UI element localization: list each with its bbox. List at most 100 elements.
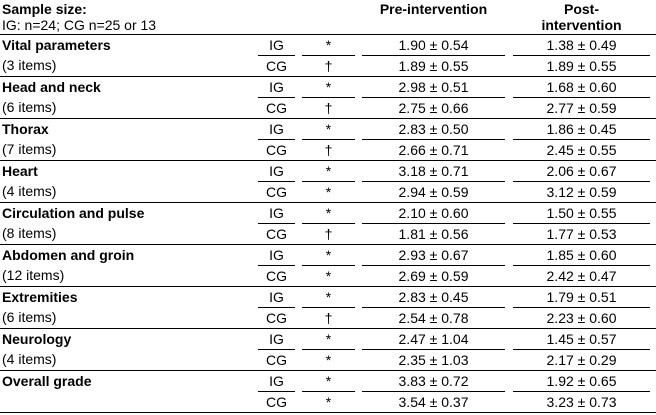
group-label: IG — [269, 163, 284, 179]
significance: * — [325, 79, 332, 95]
significance: † — [324, 226, 333, 242]
group-label: CG — [266, 226, 287, 242]
group-name: Overall grade — [2, 373, 92, 389]
rule — [302, 55, 355, 56]
header-label: Sample size: — [2, 1, 87, 17]
significance: † — [324, 142, 333, 158]
rule — [0, 244, 656, 245]
post-value: 3.12 ± 0.59 — [546, 184, 617, 200]
post-value: 1.89 ± 0.55 — [546, 58, 617, 74]
rule — [302, 97, 355, 98]
header-note: IG: n=24; CG n=25 or 13 — [2, 17, 157, 33]
significance: † — [324, 58, 333, 74]
group-items: (4 items) — [2, 183, 57, 199]
group-label: CG — [266, 58, 287, 74]
rule — [302, 391, 355, 392]
significance: * — [325, 394, 332, 410]
pre-value: 2.98 ± 0.51 — [398, 79, 469, 95]
rule — [258, 391, 295, 392]
group-label: IG — [269, 289, 284, 305]
post-value: 1.38 ± 0.49 — [546, 37, 617, 53]
post-value: 1.68 ± 0.60 — [546, 79, 617, 95]
significance: * — [325, 121, 332, 137]
group-items: (3 items) — [2, 57, 57, 73]
rule — [0, 286, 656, 287]
post-value: 1.86 ± 0.45 — [546, 121, 617, 137]
significance: * — [325, 205, 332, 221]
pre-value: 2.47 ± 1.04 — [398, 331, 469, 347]
rule — [362, 349, 505, 350]
group-name: Extremities — [2, 289, 78, 305]
post-value: 2.77 ± 0.59 — [546, 100, 617, 116]
pre-value: 2.93 ± 0.67 — [398, 247, 469, 263]
post-value: 1.77 ± 0.53 — [546, 226, 617, 242]
rule — [302, 139, 355, 140]
pre-value: 2.54 ± 0.78 — [398, 310, 469, 326]
pre-value: 2.35 ± 1.03 — [398, 352, 469, 368]
rule — [0, 34, 656, 35]
pre-value: 1.81 ± 0.56 — [398, 226, 469, 242]
pre-value: 1.89 ± 0.55 — [398, 58, 469, 74]
significance: † — [324, 100, 333, 116]
rule — [0, 160, 656, 161]
group-name: Neurology — [2, 331, 72, 347]
significance: † — [324, 310, 333, 326]
group-label: IG — [269, 205, 284, 221]
rule — [513, 55, 650, 56]
rule — [0, 202, 656, 203]
significance: * — [325, 289, 332, 305]
rule — [362, 55, 505, 56]
rule — [362, 391, 505, 392]
post-value: 1.85 ± 0.60 — [546, 247, 617, 263]
rule — [258, 139, 295, 140]
rule — [513, 307, 650, 308]
group-items: (6 items) — [2, 309, 57, 325]
rule — [513, 181, 650, 182]
significance: * — [325, 331, 332, 347]
rule — [302, 307, 355, 308]
group-label: IG — [269, 247, 284, 263]
rule — [513, 97, 650, 98]
significance: * — [325, 163, 332, 179]
group-name: Abdomen and groin — [2, 247, 135, 263]
group-label: CG — [266, 142, 287, 158]
significance: * — [325, 184, 332, 200]
group-label: IG — [269, 79, 284, 95]
rule — [0, 370, 656, 371]
significance: * — [325, 37, 332, 53]
pre-value: 2.10 ± 0.60 — [398, 205, 469, 221]
rule — [513, 265, 650, 266]
post-value: 3.23 ± 0.73 — [546, 394, 617, 410]
post-value: 2.45 ± 0.55 — [546, 142, 617, 158]
group-name: Circulation and pulse — [2, 205, 145, 221]
header-pre: Pre-intervention — [379, 1, 488, 17]
group-label: CG — [266, 184, 287, 200]
rule — [0, 412, 656, 413]
rule — [0, 76, 656, 77]
post-value: 1.79 ± 0.51 — [546, 289, 617, 305]
rule — [258, 265, 295, 266]
rule — [302, 223, 355, 224]
pre-value: 1.90 ± 0.54 — [398, 37, 469, 53]
group-name: Vital parameters — [2, 37, 111, 53]
group-label: IG — [269, 121, 284, 137]
rule — [258, 307, 295, 308]
group-items: (6 items) — [2, 99, 57, 115]
rule — [362, 307, 505, 308]
rule — [258, 55, 295, 56]
pre-value: 3.18 ± 0.71 — [398, 163, 469, 179]
pre-value: 3.83 ± 0.72 — [398, 373, 469, 389]
group-label: IG — [269, 37, 284, 53]
rule — [302, 181, 355, 182]
post-value: 2.23 ± 0.60 — [546, 310, 617, 326]
rule — [0, 328, 656, 329]
group-name: Thorax — [2, 121, 49, 137]
rule — [362, 265, 505, 266]
group-label: IG — [269, 373, 284, 389]
rule — [513, 223, 650, 224]
header-post: intervention — [541, 17, 622, 33]
rule — [513, 391, 650, 392]
group-label: IG — [269, 331, 284, 347]
post-value: 2.42 ± 0.47 — [546, 268, 617, 284]
